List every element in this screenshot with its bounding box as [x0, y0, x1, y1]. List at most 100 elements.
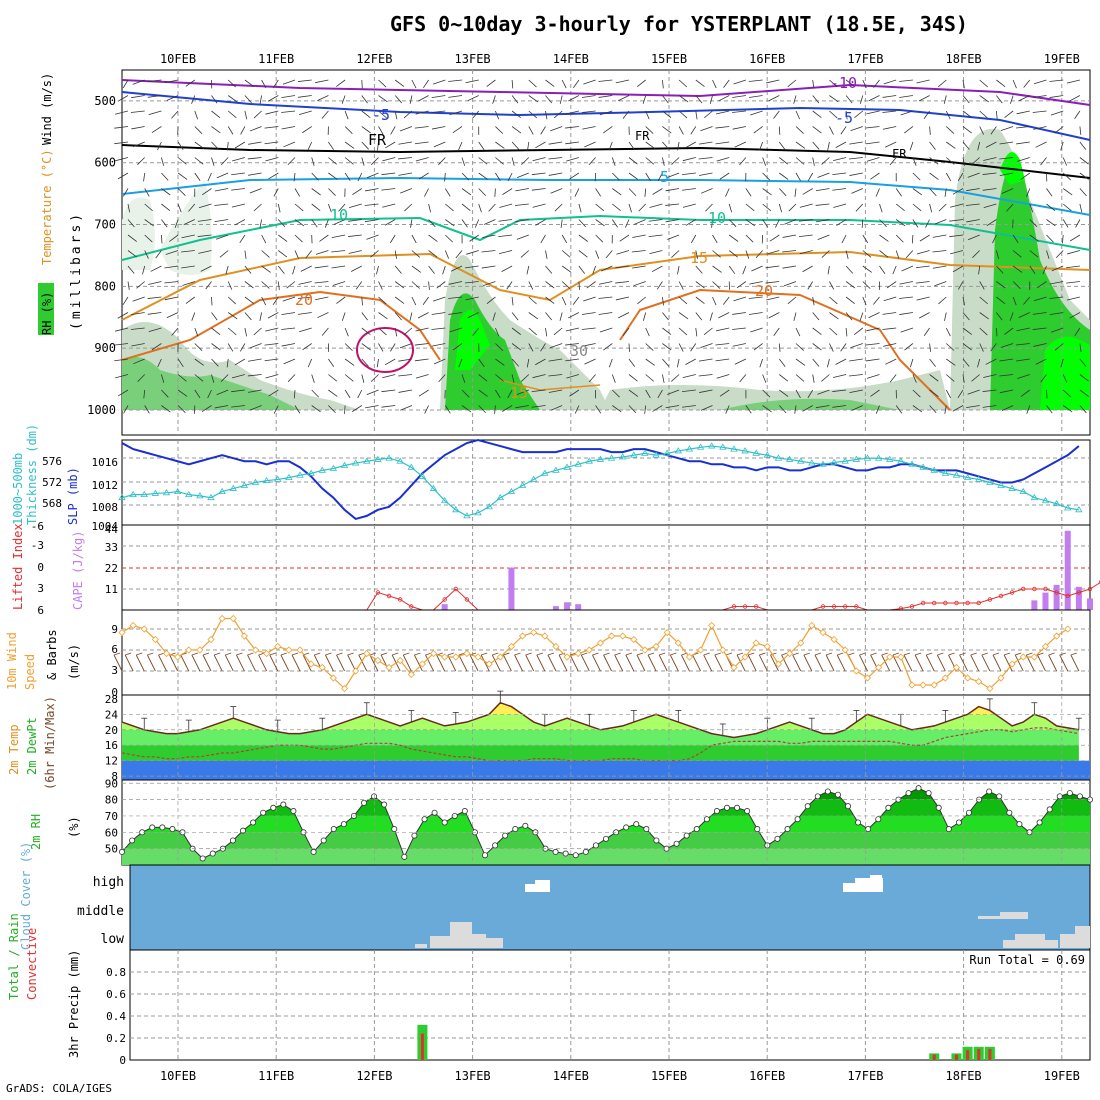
- wind-barb: [712, 296, 717, 306]
- wind10m-barb: [1025, 654, 1035, 672]
- wind10m-barb: [714, 654, 724, 672]
- wind-speed-marker: [118, 628, 126, 637]
- wind-barb: [1079, 389, 1089, 397]
- wind-barb: [628, 203, 632, 213]
- wind-barb: [1067, 250, 1081, 255]
- wind-barb: [892, 265, 897, 275]
- wind-barb: [879, 250, 889, 258]
- wind-barb: [166, 95, 179, 101]
- lifted-index-marker: [843, 604, 848, 609]
- wind-barb: [1050, 327, 1064, 333]
- wind-barb: [999, 389, 1014, 394]
- wind-barb: [662, 126, 672, 134]
- wind-barb: [448, 95, 463, 98]
- wind-barb: [662, 312, 669, 321]
- wind-barb: [782, 265, 797, 269]
- wind-barb: [177, 358, 184, 368]
- wind-barb: [142, 265, 146, 275]
- wind-barb: [827, 141, 830, 151]
- rh-marker: [502, 832, 509, 839]
- wind-barb: [1049, 95, 1064, 98]
- wind10m-barb-flag: [748, 652, 755, 656]
- wind-speed-marker: [908, 681, 916, 689]
- wind-barb: [1032, 95, 1047, 98]
- wind-speed-marker: [663, 628, 671, 637]
- upper-air-ylabel-unit: (millibars): [69, 211, 84, 330]
- wind-barb: [718, 312, 730, 319]
- wind-barb: [418, 95, 429, 102]
- thickness-marker: [863, 454, 872, 461]
- wind-barb: [511, 126, 522, 134]
- wind-barb: [815, 405, 830, 409]
- wind10m-barb: [658, 654, 668, 672]
- thickness-marker: [452, 506, 460, 513]
- wind-barb: [378, 296, 387, 305]
- wind-barb: [952, 405, 964, 412]
- wind-barb: [293, 389, 296, 399]
- wind-barb: [155, 250, 162, 259]
- wind-barb: [294, 405, 301, 414]
- wind-barb: [889, 374, 897, 383]
- wind-barb: [389, 234, 396, 244]
- wind-barb: [366, 172, 379, 179]
- wind-barb: [431, 327, 446, 330]
- lifted-index-ylabel: Lifted Index: [11, 523, 25, 610]
- wind-barb: [545, 281, 555, 289]
- wind-barb: [1026, 188, 1031, 197]
- wind-barb: [348, 250, 362, 254]
- wind-barb: [753, 343, 763, 351]
- wind-barb: [795, 126, 804, 134]
- wind-barb: [361, 327, 371, 335]
- wind-speed-marker: [1041, 642, 1050, 651]
- cape-tick-label: 11: [105, 583, 118, 596]
- wind-barb: [698, 157, 713, 160]
- wind-barb: [311, 389, 320, 398]
- wind-barb: [678, 343, 684, 352]
- wind-barb: [700, 188, 713, 194]
- wind-barb: [478, 405, 486, 414]
- rh-ylabel: 2m RH: [29, 814, 43, 850]
- wind-barb: [682, 188, 696, 191]
- wind-barb: [986, 219, 997, 226]
- wind-barb: [678, 110, 688, 119]
- thickness-ylabel: Thickness (dm): [25, 424, 39, 525]
- wind-barb: [526, 358, 530, 368]
- wind-barb: [1049, 312, 1064, 316]
- wind-barb: [520, 250, 530, 258]
- wind-barb: [889, 157, 897, 166]
- wind-barb: [712, 250, 721, 258]
- wind-barb: [581, 95, 596, 98]
- temp-tick-label: 8: [111, 770, 118, 783]
- temperature-contour: [121, 79, 1091, 106]
- wind-barb: [748, 79, 763, 82]
- wind-barb: [868, 95, 880, 102]
- wind-barb: [344, 141, 355, 149]
- wind-barb: [198, 203, 212, 209]
- wind-speed-marker: [1019, 653, 1027, 661]
- wind-barb: [399, 126, 413, 132]
- wind-barb: [932, 250, 947, 253]
- precip-tick-label: 0.8: [106, 966, 126, 979]
- wind-barb: [247, 374, 262, 377]
- wind-barb: [481, 265, 496, 269]
- wind-barb: [428, 265, 435, 274]
- wind-barb: [962, 95, 970, 104]
- cloud-block: [1000, 912, 1028, 919]
- wind10m-barb: [191, 654, 201, 672]
- contour-label: 5: [660, 168, 669, 186]
- wind-barb: [498, 234, 513, 237]
- wind-barb: [444, 250, 450, 259]
- wind-barb: [671, 157, 680, 165]
- wind-barb: [148, 110, 162, 115]
- wind-barb: [996, 250, 1000, 259]
- wind-barb: [311, 157, 315, 166]
- wind-barb: [268, 389, 279, 397]
- wind-barb: [812, 141, 820, 150]
- wind-barb: [227, 126, 234, 135]
- rh-tick-label: 60: [105, 826, 118, 839]
- wind-barb: [736, 281, 747, 289]
- wind-barb: [929, 172, 939, 180]
- thickness-marker: [151, 489, 160, 496]
- wind-barb: [528, 343, 534, 352]
- wind-barb: [957, 281, 964, 290]
